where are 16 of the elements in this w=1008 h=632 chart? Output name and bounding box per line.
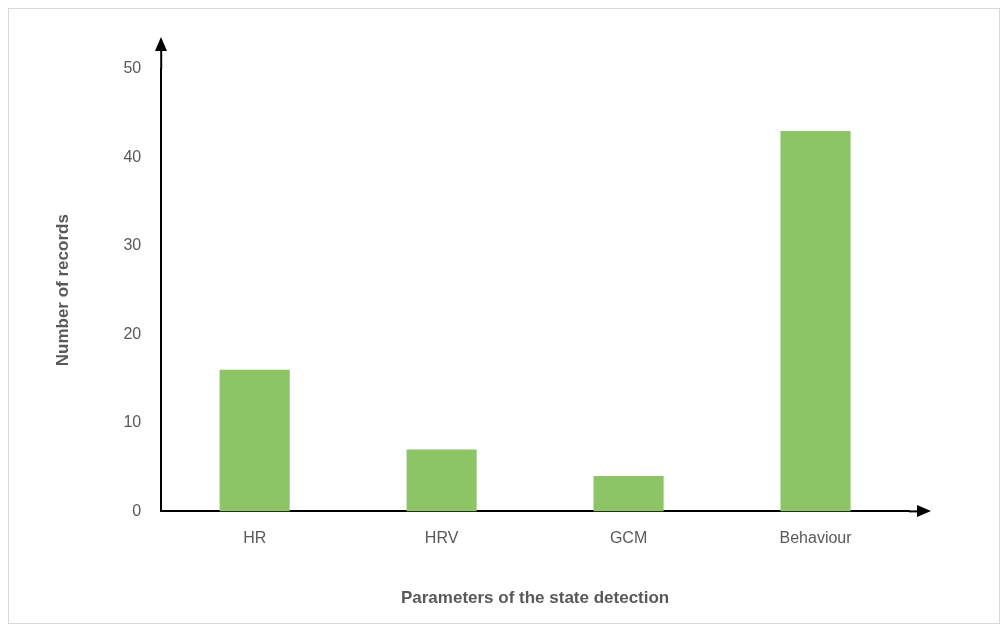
- bar: [593, 476, 664, 512]
- x-tick-label: HR: [243, 529, 267, 547]
- y-tick-label: 20: [123, 324, 142, 342]
- x-tick-label: GCM: [609, 529, 648, 547]
- bar: [406, 449, 477, 512]
- y-tick-label: 10: [123, 413, 142, 431]
- x-tick-label: Behaviour: [779, 529, 853, 547]
- y-tick-label: 40: [123, 147, 142, 165]
- y-tick-label: 50: [123, 59, 142, 77]
- x-axis-title: Parameters of the state detection: [400, 588, 670, 608]
- x-tick-label: HRV: [424, 529, 459, 547]
- bar: [780, 130, 851, 512]
- y-axis-title: Number of records: [52, 214, 72, 367]
- y-tick-label: 0: [132, 501, 142, 519]
- bar: [219, 369, 290, 512]
- y-tick-label: 30: [123, 236, 142, 254]
